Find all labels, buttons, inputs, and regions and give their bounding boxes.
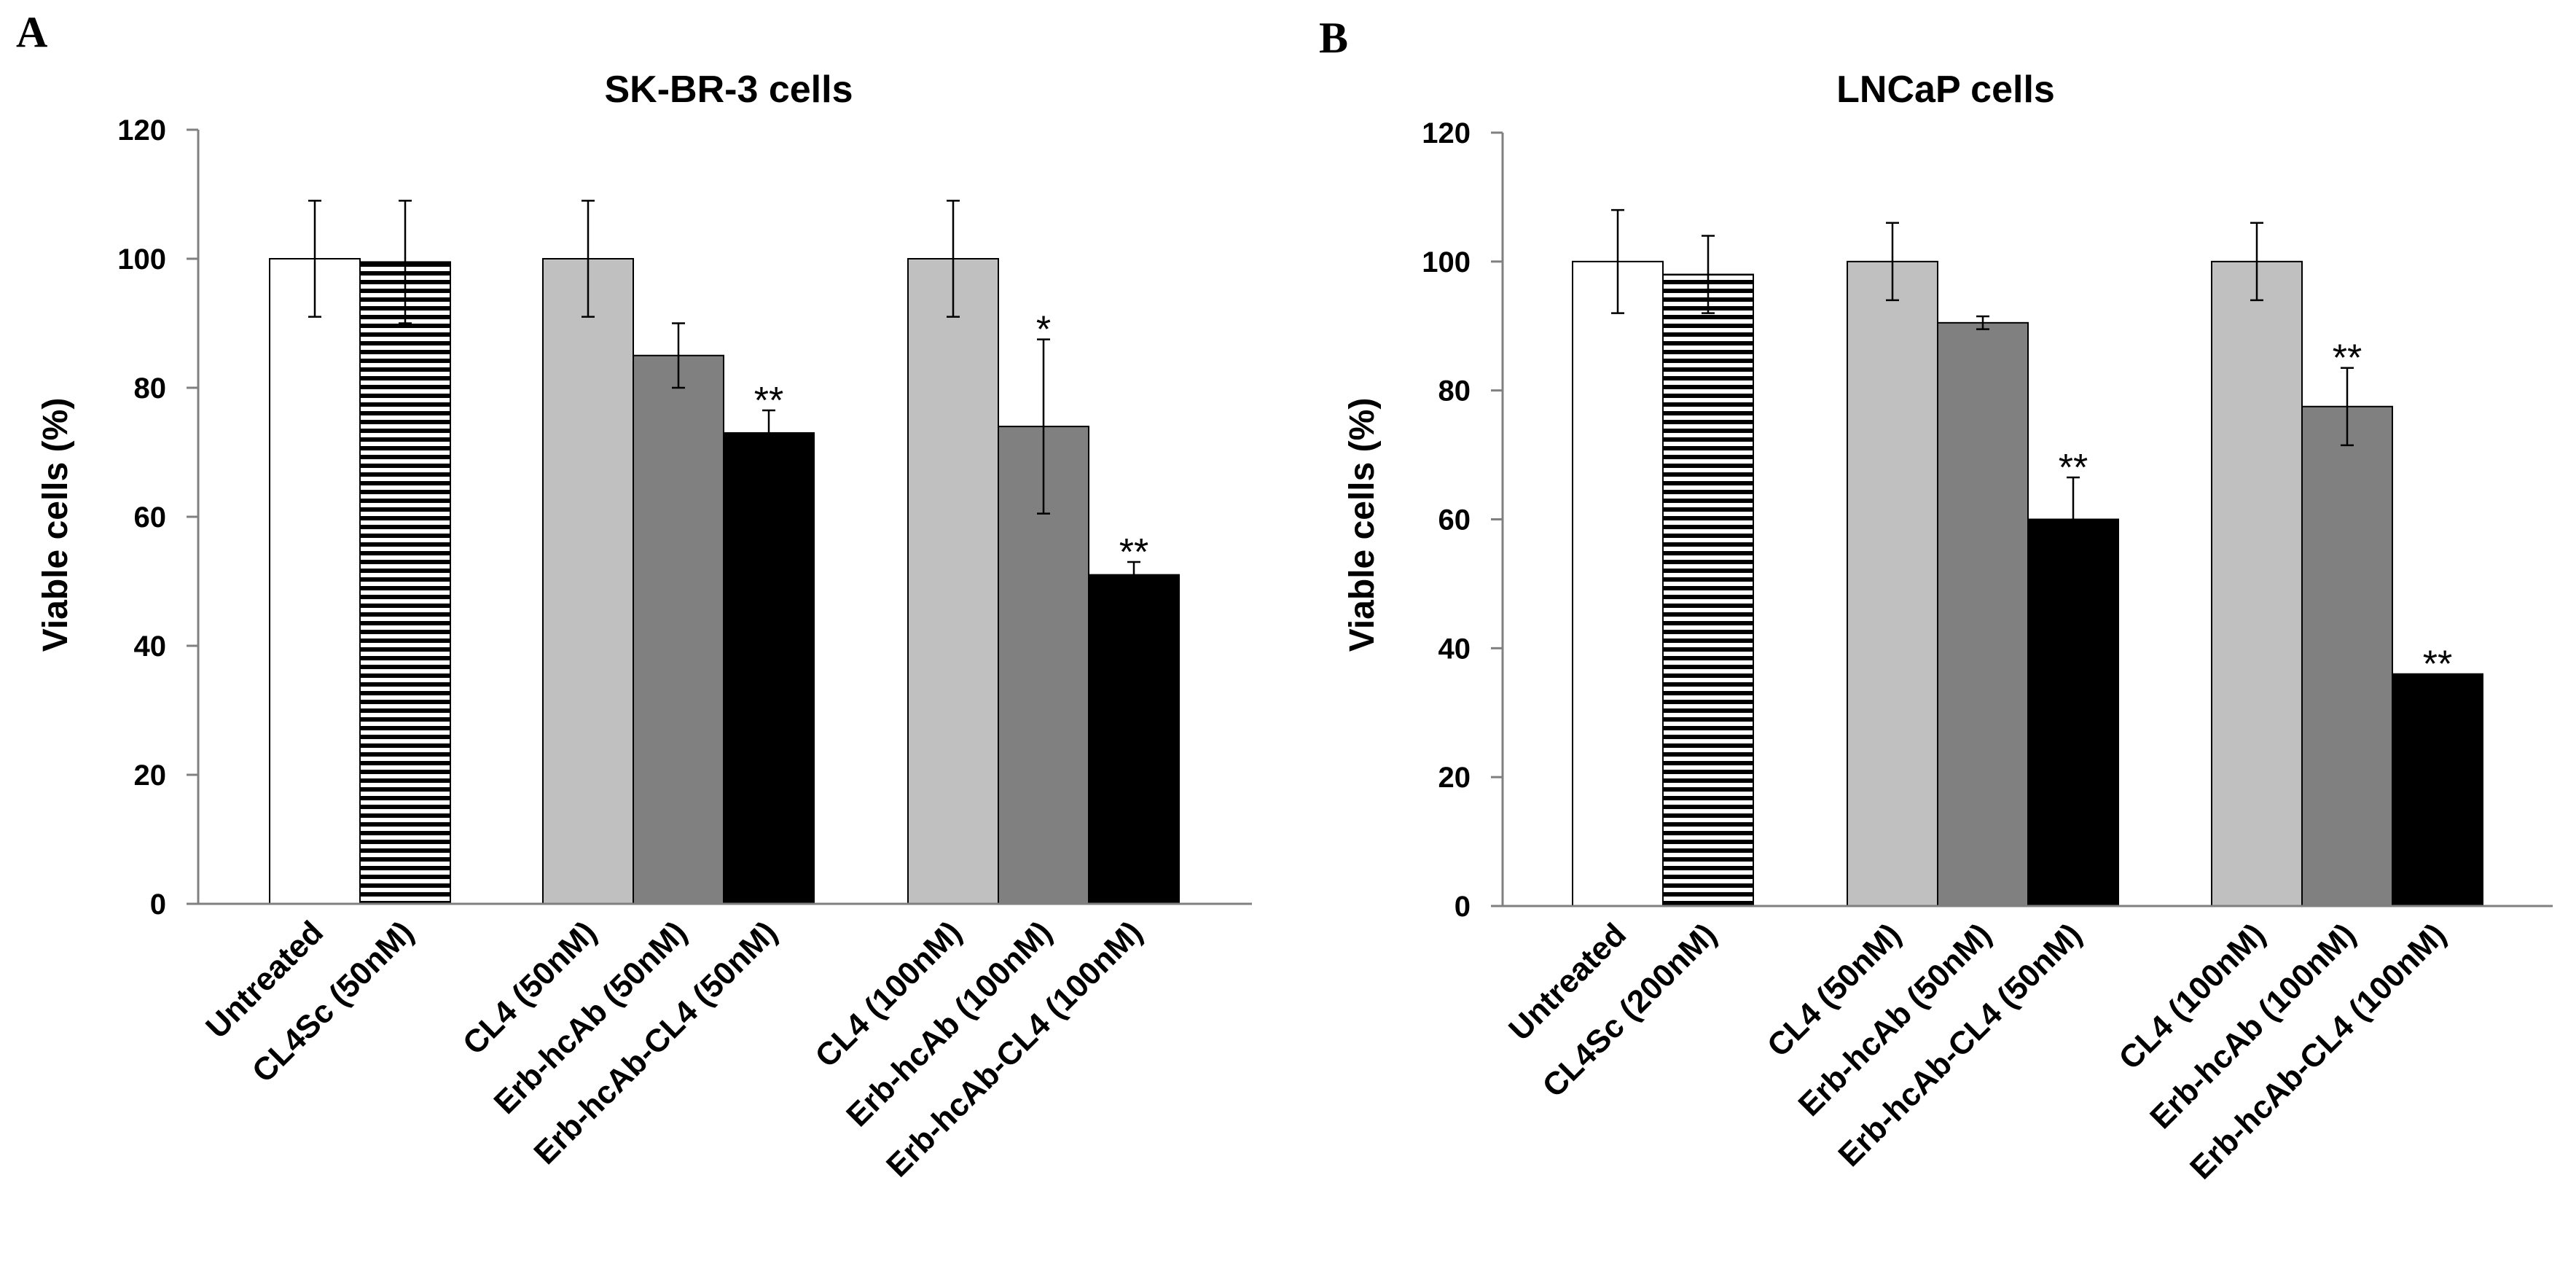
bar: [1572, 260, 1664, 907]
panel-b-chart: B LNCaP cells Viable cells (%) 0 20 40 60 80…: [1319, 14, 2553, 1186]
y-tick-label: 0: [1455, 891, 1471, 923]
bar: [1088, 574, 1180, 905]
bar: [269, 258, 361, 905]
significance-label: **: [2423, 644, 2452, 686]
bar: [542, 258, 634, 905]
y-tick-label: 20: [134, 760, 167, 792]
x-tick-label: CL4Sc (50nM): [246, 914, 420, 1089]
y-tick-label: 80: [134, 372, 167, 405]
bar: [2392, 673, 2483, 907]
y-tick-label: 40: [134, 630, 167, 663]
bar: [2301, 405, 2393, 907]
y-axis-label: Viable cells (%): [1343, 398, 1382, 652]
bar: [1662, 273, 1754, 907]
bar: [2211, 260, 2303, 907]
chart-title: SK-BR-3 cells: [605, 69, 853, 111]
bar: [633, 354, 724, 905]
panel-a-chart: A SK-BR-3 cells Viable cells (%) 0 20 40 60…: [16, 8, 1252, 1184]
y-tick-label: 60: [1438, 504, 1471, 536]
y-tick-label: 100: [1422, 246, 1471, 278]
y-tick-label: 60: [134, 501, 167, 534]
y-tick-label: 0: [150, 889, 166, 921]
significance-label: **: [2333, 337, 2362, 380]
significance-label: **: [1119, 531, 1148, 574]
y-axis-label: Viable cells (%): [36, 398, 75, 652]
panel-letter-b: B: [1319, 14, 1348, 62]
significance-label: **: [754, 380, 783, 422]
y-tick-label: 40: [1438, 633, 1471, 665]
y-tick-label: 80: [1438, 375, 1471, 407]
bar: [723, 432, 815, 905]
y-tick-label: 20: [1438, 762, 1471, 794]
chart-title: LNCaP cells: [1836, 69, 2055, 111]
significance-label: **: [2059, 447, 2088, 489]
significance-label: *: [1036, 309, 1051, 351]
bar: [1847, 260, 1938, 907]
bar: [907, 258, 999, 905]
y-tick-label: 120: [117, 114, 166, 147]
y-tick-label: 100: [117, 243, 166, 276]
bar: [2027, 518, 2119, 907]
bar: [359, 261, 451, 905]
y-tick-label: 120: [1422, 117, 1471, 149]
panel-letter-a: A: [16, 8, 47, 56]
bar: [1937, 321, 2029, 907]
